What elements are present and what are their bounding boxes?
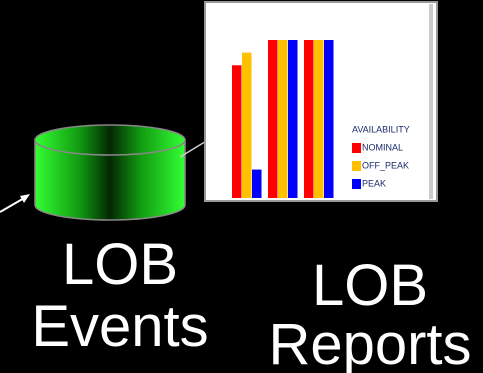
bar: [242, 52, 252, 198]
legend-title: AVAILABILITY: [352, 124, 410, 134]
legend-label: OFF_PEAK: [362, 160, 409, 170]
arrow: [0, 196, 27, 213]
legend-swatch: [352, 161, 361, 171]
chart: AVAILABILITY NOMINAL OFF_PEAK PEAK: [232, 40, 410, 198]
bar: [288, 40, 298, 198]
arrow-head: [20, 194, 30, 203]
bar: [278, 40, 288, 198]
bar: [232, 65, 242, 198]
legend-swatch: [352, 179, 361, 189]
store-label: LOB: [62, 232, 178, 297]
legend-label: NOMINAL: [362, 142, 403, 152]
bar: [252, 169, 262, 198]
store-label: Events: [31, 294, 208, 359]
database-cylinder: [34, 124, 186, 221]
bar: [324, 40, 334, 198]
report-label: LOB: [312, 253, 428, 318]
report-label: Reports: [268, 312, 471, 373]
bar: [314, 40, 324, 198]
connector: [179, 139, 209, 158]
legend-label: PEAK: [362, 178, 386, 188]
legend-swatch: [352, 143, 361, 153]
bar: [304, 40, 314, 198]
bar: [268, 40, 278, 198]
